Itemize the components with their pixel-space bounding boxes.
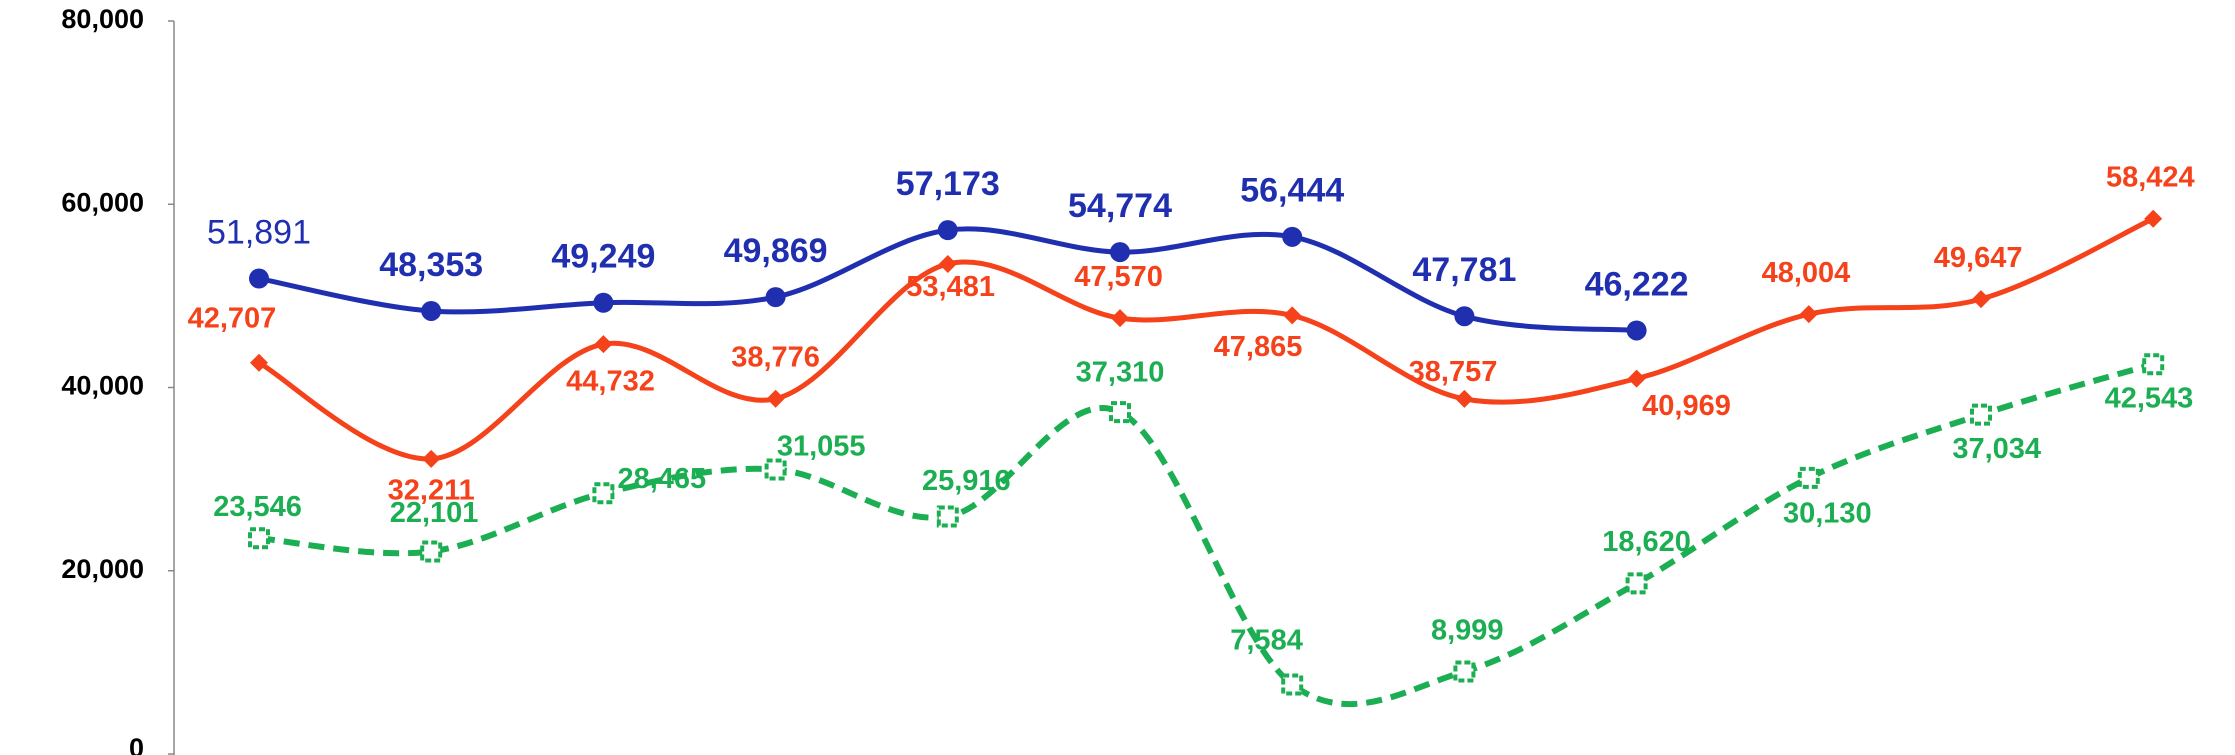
y-tick-label: 20,000 xyxy=(61,554,144,584)
marker xyxy=(938,254,957,273)
data-label: 47,570 xyxy=(1074,261,1163,293)
marker xyxy=(766,389,785,408)
marker xyxy=(1797,466,1820,489)
y-tick-label: 60,000 xyxy=(61,187,144,217)
marker xyxy=(1281,673,1304,696)
marker xyxy=(1970,403,1992,426)
data-label: 38,776 xyxy=(731,341,820,373)
data-label: 25,916 xyxy=(922,465,1011,497)
y-tick-label: 40,000 xyxy=(61,371,144,401)
data-label: 47,865 xyxy=(1214,331,1303,363)
marker xyxy=(1282,226,1303,247)
data-label: 37,034 xyxy=(1952,433,2041,465)
data-label: 7,584 xyxy=(1230,624,1303,656)
series-line xyxy=(257,216,2155,462)
marker xyxy=(1283,306,1302,325)
data-label: 56,444 xyxy=(1240,172,1344,210)
data-label: 42,707 xyxy=(188,303,277,335)
marker xyxy=(936,505,959,528)
marker xyxy=(1625,572,1648,595)
data-label: 22,101 xyxy=(390,497,479,529)
data-label: 30,130 xyxy=(1783,498,1872,530)
marker xyxy=(1627,369,1646,388)
data-label: 46,222 xyxy=(1585,265,1689,303)
marker xyxy=(937,220,958,241)
marker xyxy=(420,540,443,563)
data-label: 32,211 xyxy=(388,474,475,506)
marker xyxy=(764,458,787,481)
data-label: 47,781 xyxy=(1412,251,1516,289)
marker xyxy=(250,353,268,372)
marker xyxy=(2142,353,2165,376)
data-label: 57,173 xyxy=(896,165,1000,203)
marker xyxy=(422,449,441,468)
data-label: 44,732 xyxy=(566,365,655,397)
marker xyxy=(1111,309,1129,328)
marker xyxy=(1455,389,1474,408)
marker xyxy=(249,268,269,289)
data-label: 48,004 xyxy=(1762,257,1851,289)
marker xyxy=(248,527,270,550)
data-label: 49,249 xyxy=(551,238,655,276)
marker xyxy=(1626,320,1647,341)
marker xyxy=(594,335,613,354)
series-line xyxy=(258,361,2155,708)
data-label: 42,543 xyxy=(2105,382,2194,414)
data-label: 23,546 xyxy=(213,491,302,523)
data-label: 38,757 xyxy=(1409,356,1498,388)
marker xyxy=(2144,209,2163,228)
data-label: 8,999 xyxy=(1431,614,1504,646)
y-tick-label: 0 xyxy=(129,733,144,755)
data-label: 49,869 xyxy=(724,232,828,270)
marker xyxy=(592,482,615,505)
data-label: 31,055 xyxy=(777,431,866,463)
marker xyxy=(1454,306,1475,327)
data-label: 58,424 xyxy=(2106,161,2195,193)
marker xyxy=(1799,305,1818,324)
marker xyxy=(1453,660,1476,683)
marker xyxy=(421,300,442,321)
data-label: 54,774 xyxy=(1068,187,1172,225)
marker xyxy=(1109,401,1131,424)
data-label: 53,481 xyxy=(906,271,995,303)
marker xyxy=(1972,290,1990,309)
data-label: 28,465 xyxy=(617,463,706,495)
data-label: 40,969 xyxy=(1642,390,1731,422)
data-label: 48,353 xyxy=(379,246,483,284)
y-tick-label: 80,000 xyxy=(61,4,144,34)
marker xyxy=(593,292,614,313)
data-label: 37,310 xyxy=(1076,356,1165,388)
data-label: 49,647 xyxy=(1934,242,2023,274)
data-label: 18,620 xyxy=(1602,526,1691,558)
marker xyxy=(1110,242,1130,263)
marker xyxy=(765,287,786,308)
data-label: 51,891 xyxy=(207,213,311,251)
